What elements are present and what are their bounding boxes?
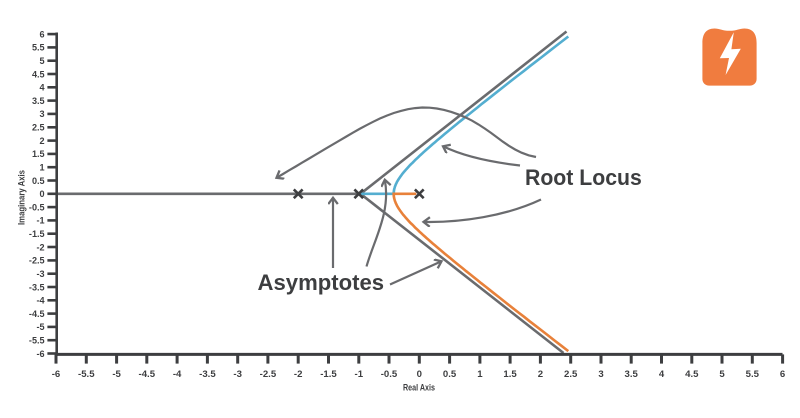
- svg-text:-2: -2: [294, 369, 303, 380]
- svg-text:-1.5: -1.5: [320, 369, 337, 380]
- svg-text:1.5: 1.5: [32, 149, 45, 159]
- svg-text:-2: -2: [37, 242, 45, 252]
- svg-text:-0.5: -0.5: [29, 202, 45, 212]
- svg-text:-3: -3: [233, 369, 242, 380]
- svg-text:-1: -1: [355, 369, 364, 380]
- svg-text:-1.5: -1.5: [29, 229, 45, 239]
- svg-text:6: 6: [780, 369, 785, 380]
- svg-text:4: 4: [40, 83, 46, 93]
- svg-text:Imaginary Axis: Imaginary Axis: [17, 170, 27, 225]
- svg-text:-2.5: -2.5: [260, 369, 277, 380]
- svg-text:1: 1: [477, 369, 483, 380]
- svg-text:5.5: 5.5: [746, 369, 760, 380]
- svg-text:3: 3: [598, 369, 603, 380]
- svg-text:-4: -4: [173, 369, 182, 380]
- svg-text:Real Axis: Real Axis: [403, 383, 435, 393]
- svg-text:1.5: 1.5: [503, 369, 517, 380]
- svg-text:-1: -1: [37, 216, 45, 226]
- svg-text:0.5: 0.5: [32, 176, 45, 186]
- svg-text:-3.5: -3.5: [199, 369, 216, 380]
- svg-text:-4: -4: [37, 296, 46, 306]
- svg-text:1: 1: [40, 163, 45, 173]
- svg-text:2: 2: [538, 369, 543, 380]
- svg-text:2: 2: [40, 136, 45, 146]
- svg-text:-3: -3: [37, 269, 45, 279]
- svg-text:5: 5: [719, 369, 725, 380]
- svg-text:0.5: 0.5: [443, 369, 457, 380]
- svg-text:2.5: 2.5: [564, 369, 578, 380]
- svg-text:-6: -6: [37, 349, 45, 359]
- svg-text:-5: -5: [37, 322, 45, 332]
- svg-text:0: 0: [417, 369, 422, 380]
- svg-text:4.5: 4.5: [32, 69, 45, 79]
- svg-text:-4.5: -4.5: [29, 309, 45, 319]
- svg-text:5.5: 5.5: [32, 43, 45, 53]
- svg-text:2.5: 2.5: [32, 123, 45, 133]
- svg-text:0: 0: [40, 189, 45, 199]
- svg-text:Asymptotes: Asymptotes: [258, 270, 385, 295]
- svg-text:-2.5: -2.5: [29, 256, 45, 266]
- svg-text:-0.5: -0.5: [381, 369, 398, 380]
- svg-text:4: 4: [659, 369, 665, 380]
- svg-text:-5.5: -5.5: [29, 336, 45, 346]
- svg-text:3: 3: [40, 109, 45, 119]
- svg-text:3.5: 3.5: [32, 96, 45, 106]
- svg-text:-5: -5: [112, 369, 121, 380]
- svg-text:3.5: 3.5: [625, 369, 639, 380]
- svg-text:4.5: 4.5: [685, 369, 699, 380]
- svg-text:-3.5: -3.5: [29, 282, 45, 292]
- svg-text:Root Locus: Root Locus: [525, 165, 642, 190]
- svg-text:-5.5: -5.5: [78, 369, 95, 380]
- svg-text:-6: -6: [52, 369, 61, 380]
- svg-text:-4.5: -4.5: [139, 369, 156, 380]
- svg-text:6: 6: [40, 29, 45, 39]
- svg-text:5: 5: [40, 56, 45, 66]
